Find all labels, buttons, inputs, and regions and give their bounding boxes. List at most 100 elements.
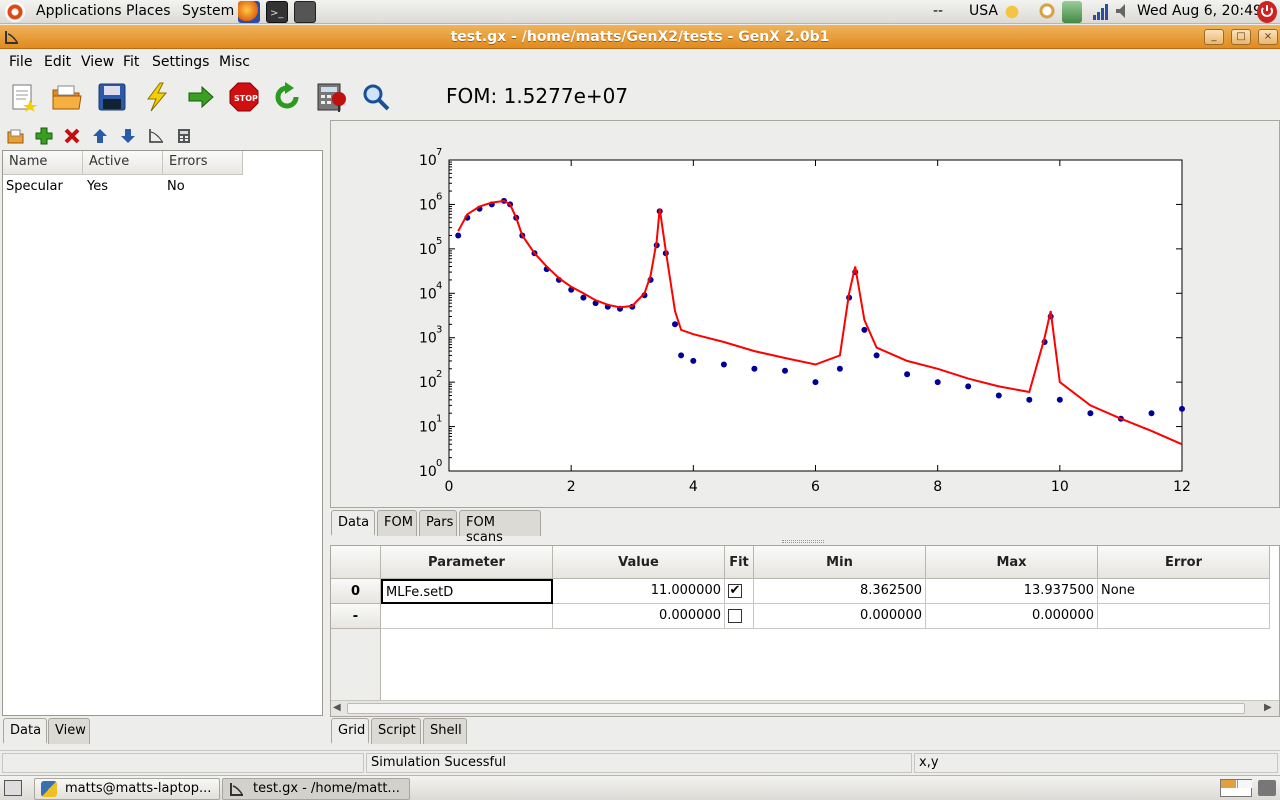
grid-header-error[interactable]: Error <box>1098 546 1270 579</box>
menu-edit[interactable]: Edit <box>44 54 72 70</box>
fit-cell[interactable]: ✔ <box>725 579 754 604</box>
tab-plot-fom[interactable]: FOM <box>377 510 417 536</box>
fom-label: FOM: 1.5277e+07 <box>446 84 629 108</box>
grid-header-value[interactable]: Value <box>553 546 725 579</box>
plot-settings-icon[interactable] <box>146 126 166 146</box>
scroll-right-arrow-icon[interactable]: ▶ <box>1264 702 1272 713</box>
volume-icon[interactable] <box>1114 1 1132 23</box>
bottom-panel: matts@matts-laptop... test.gx - /home/ma… <box>0 775 1280 800</box>
calc-data-icon[interactable] <box>174 126 194 146</box>
value-cell[interactable]: 0.000000 <box>553 604 725 629</box>
fit-cell[interactable] <box>725 604 754 629</box>
y-tick-label-base: 10 <box>419 286 437 302</box>
app-icon[interactable] <box>4 29 20 45</box>
x-tick-label: 4 <box>689 479 698 495</box>
error-cell[interactable] <box>1098 604 1270 629</box>
min-cell[interactable]: 0.000000 <box>754 604 926 629</box>
workspace-2[interactable] <box>1237 780 1252 788</box>
window-titlebar[interactable]: test.gx - /home/matts/GenX2/tests - GenX… <box>0 25 1280 49</box>
tab-data-list[interactable]: Data <box>3 718 47 744</box>
parameter-cell[interactable] <box>381 604 553 629</box>
new-file-icon[interactable] <box>6 80 40 114</box>
applications-menu[interactable]: Applications <box>36 3 122 19</box>
y-tick-label-exponent: 7 <box>436 147 442 158</box>
grid-row-label[interactable]: 0 <box>331 579 381 604</box>
add-data-icon[interactable] <box>34 126 54 146</box>
workspace-switcher[interactable] <box>1220 779 1252 797</box>
data-point <box>1026 396 1033 403</box>
plot-panel[interactable]: 0 2 4 6 8 10 12 10 0 10 1 10 2 10 3 10 4 10 5 10 6 10 7 <box>330 120 1280 508</box>
horizontal-scrollbar[interactable]: ◀ ▶ <box>331 700 1279 716</box>
stop-icon[interactable]: STOP <box>227 80 261 114</box>
grid-row-label[interactable]: - <box>331 604 381 629</box>
calculator-launcher-icon[interactable] <box>294 1 316 23</box>
parameter-cell[interactable]: MLFe.setD <box>381 579 553 604</box>
data-point <box>812 379 819 386</box>
grid-header-min[interactable]: Min <box>754 546 926 579</box>
trash-icon[interactable] <box>1258 780 1276 796</box>
fit-checkbox-unchecked[interactable] <box>728 609 742 623</box>
delete-data-icon[interactable] <box>62 126 82 146</box>
value-cell[interactable]: 11.000000 <box>553 579 725 604</box>
tab-view[interactable]: View <box>48 718 90 744</box>
column-header-active[interactable]: Active <box>83 151 163 175</box>
minimize-button[interactable]: _ <box>1204 29 1224 45</box>
maximize-button[interactable]: □ <box>1231 29 1251 45</box>
open-folder-icon[interactable] <box>50 80 84 114</box>
menu-fit[interactable]: Fit <box>123 54 140 70</box>
ubuntu-logo-icon[interactable] <box>5 2 25 22</box>
column-header-errors[interactable]: Errors <box>163 151 243 175</box>
scrollbar-thumb[interactable] <box>347 703 1245 714</box>
menu-file[interactable]: File <box>9 54 33 70</box>
max-cell[interactable]: 0.000000 <box>926 604 1098 629</box>
battery-icon[interactable] <box>1062 1 1082 23</box>
start-fit-arrow-icon[interactable] <box>184 80 218 114</box>
tab-plot-pars[interactable]: Pars <box>419 510 457 536</box>
system-menu[interactable]: System <box>182 3 235 19</box>
move-up-icon[interactable] <box>90 126 110 146</box>
tab-shell[interactable]: Shell <box>423 718 467 744</box>
network-signal-icon[interactable] <box>1092 1 1110 23</box>
restart-fit-icon[interactable] <box>270 80 304 114</box>
menu-misc[interactable]: Misc <box>219 54 250 70</box>
scroll-left-arrow-icon[interactable]: ◀ <box>333 702 341 713</box>
open-data-icon[interactable] <box>6 126 26 146</box>
grid-header-fit[interactable]: Fit <box>725 546 754 579</box>
search-icon[interactable] <box>1038 1 1058 23</box>
keyboard-icon[interactable] <box>1002 1 1022 23</box>
clock[interactable]: Wed Aug 6, 20:49 <box>1137 3 1262 19</box>
taskbar-item-terminal[interactable]: matts@matts-laptop... <box>34 778 220 800</box>
grid-header-parameter[interactable]: Parameter <box>381 546 553 579</box>
terminal-icon[interactable]: >_ <box>266 1 288 23</box>
x-tick-label: 8 <box>933 479 942 495</box>
places-menu[interactable]: Places <box>126 3 171 19</box>
menu-view[interactable]: View <box>81 54 115 70</box>
tab-grid[interactable]: Grid <box>331 718 369 744</box>
menu-settings[interactable]: Settings <box>152 54 210 70</box>
tab-script[interactable]: Script <box>371 718 421 744</box>
workspace-1[interactable] <box>1221 780 1236 788</box>
simulate-lightning-icon[interactable] <box>140 80 174 114</box>
keyboard-layout[interactable]: USA <box>969 3 998 19</box>
move-down-icon[interactable] <box>118 126 138 146</box>
fit-checkbox-checked[interactable]: ✔ <box>728 583 742 598</box>
error-cell[interactable]: None <box>1098 579 1270 604</box>
max-cell[interactable]: 13.937500 <box>926 579 1098 604</box>
tab-plot-data[interactable]: Data <box>331 510 375 536</box>
show-desktop-icon[interactable] <box>4 780 22 796</box>
firefox-icon[interactable] <box>238 1 260 23</box>
grid-header-max[interactable]: Max <box>926 546 1098 579</box>
data-list[interactable]: Name Active Errors Specular Yes No <box>2 150 323 716</box>
close-button[interactable]: × <box>1258 29 1278 45</box>
zoom-icon[interactable] <box>359 80 393 114</box>
calculator-icon[interactable] <box>315 80 349 114</box>
tab-plot-fom-scans[interactable]: FOM scans <box>459 510 541 545</box>
column-header-name[interactable]: Name <box>3 151 83 175</box>
save-icon[interactable] <box>95 80 129 114</box>
splitter-handle[interactable] <box>782 540 824 543</box>
taskbar-item-genx[interactable]: test.gx - /home/matt... <box>222 778 410 800</box>
min-cell[interactable]: 8.362500 <box>754 579 926 604</box>
parameter-grid[interactable]: Parameter Value Fit Min Max Error 0 MLFe… <box>330 545 1280 717</box>
power-icon[interactable] <box>1257 1 1277 23</box>
